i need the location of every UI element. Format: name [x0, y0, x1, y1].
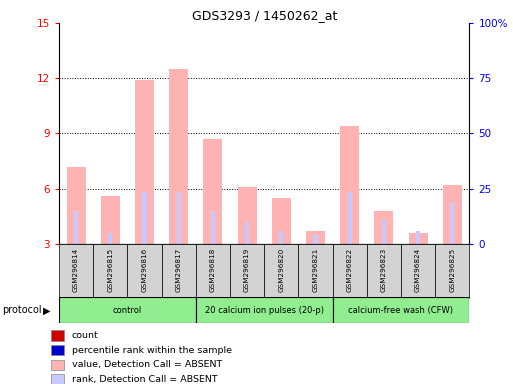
Bar [416, 231, 420, 244]
Bar [67, 167, 86, 244]
Bar [51, 330, 64, 341]
Text: GSM296820: GSM296820 [278, 248, 284, 292]
Bar [306, 231, 325, 244]
FancyBboxPatch shape [196, 297, 332, 323]
FancyBboxPatch shape [59, 297, 196, 323]
Bar [108, 233, 112, 244]
Bar [51, 345, 64, 356]
Text: GSM296818: GSM296818 [210, 248, 216, 292]
Bar [272, 198, 291, 244]
Text: count: count [72, 331, 98, 340]
FancyBboxPatch shape [196, 244, 230, 298]
Text: GSM296819: GSM296819 [244, 248, 250, 292]
Text: GSM296824: GSM296824 [415, 248, 421, 292]
Bar [340, 126, 359, 244]
Bar [279, 231, 283, 244]
Text: rank, Detection Call = ABSENT: rank, Detection Call = ABSENT [72, 375, 217, 384]
Text: GSM296821: GSM296821 [312, 248, 319, 292]
FancyBboxPatch shape [332, 244, 367, 298]
Bar [409, 233, 427, 244]
Text: control: control [113, 306, 142, 315]
Text: ▶: ▶ [43, 305, 50, 315]
FancyBboxPatch shape [93, 244, 127, 298]
FancyBboxPatch shape [332, 297, 469, 323]
FancyBboxPatch shape [401, 244, 435, 298]
Bar [245, 222, 249, 244]
Text: GSM296823: GSM296823 [381, 248, 387, 292]
Text: value, Detection Call = ABSENT: value, Detection Call = ABSENT [72, 361, 222, 369]
Bar [51, 359, 64, 370]
Bar [143, 192, 147, 244]
FancyBboxPatch shape [59, 244, 93, 298]
FancyBboxPatch shape [162, 244, 196, 298]
Text: GSM296822: GSM296822 [347, 248, 353, 292]
Bar [169, 69, 188, 244]
Title: GDS3293 / 1450262_at: GDS3293 / 1450262_at [191, 9, 337, 22]
Bar [74, 211, 78, 244]
Bar [51, 374, 64, 384]
Bar [176, 192, 181, 244]
Text: GSM296825: GSM296825 [449, 248, 456, 292]
Bar [374, 211, 393, 244]
FancyBboxPatch shape [367, 244, 401, 298]
FancyBboxPatch shape [264, 244, 299, 298]
Bar [313, 235, 318, 244]
Bar [211, 211, 215, 244]
Bar [348, 192, 352, 244]
FancyBboxPatch shape [435, 244, 469, 298]
FancyBboxPatch shape [299, 244, 332, 298]
Bar [450, 204, 455, 244]
Bar [204, 139, 222, 244]
Bar [443, 185, 462, 244]
Bar [101, 196, 120, 244]
FancyBboxPatch shape [230, 244, 264, 298]
Bar [135, 80, 154, 244]
Text: calcium-free wash (CFW): calcium-free wash (CFW) [348, 306, 453, 315]
Text: percentile rank within the sample: percentile rank within the sample [72, 346, 231, 354]
Text: GSM296816: GSM296816 [142, 248, 148, 292]
Bar [238, 187, 256, 244]
FancyBboxPatch shape [127, 244, 162, 298]
Text: protocol: protocol [3, 305, 42, 315]
Bar [382, 220, 386, 244]
Text: 20 calcium ion pulses (20-p): 20 calcium ion pulses (20-p) [205, 306, 324, 315]
Text: GSM296817: GSM296817 [175, 248, 182, 292]
Text: GSM296814: GSM296814 [73, 248, 79, 292]
Text: GSM296815: GSM296815 [107, 248, 113, 292]
